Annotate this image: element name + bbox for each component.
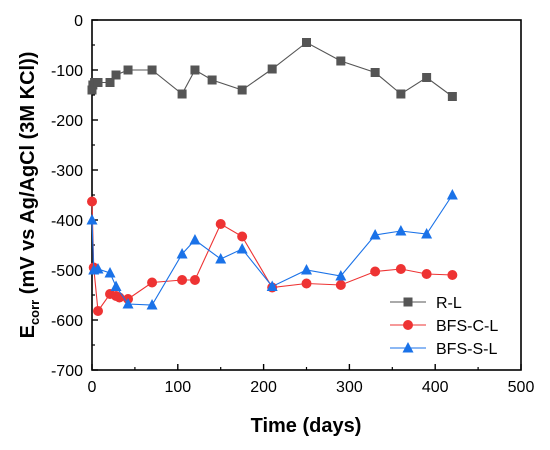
y-axis-title-sub: corr (27, 300, 42, 325)
data-point (147, 65, 157, 75)
y-axis-title-group: Ecorr (mV vs Ag/AgCl (3M KCl)) (17, 52, 42, 339)
data-point (92, 263, 104, 274)
data-point (104, 267, 116, 278)
legend-item: BFS-C-L (390, 318, 498, 335)
data-point (87, 85, 97, 95)
data-point (395, 225, 407, 236)
legend-marker (402, 342, 414, 353)
data-point (237, 85, 247, 95)
x-tick-label: 300 (336, 379, 363, 396)
data-point (122, 298, 134, 309)
y-tick-label: -300 (51, 163, 83, 180)
legend-marker (403, 297, 413, 307)
y-axis-ticks: 0 -100 -200 -300 -400 -500 -600 -700 (51, 13, 98, 380)
data-point (123, 65, 133, 75)
x-tick-label: 0 (88, 379, 97, 396)
legend-label: BFS-S-L (436, 341, 497, 358)
data-point (93, 78, 103, 87)
data-point (447, 270, 458, 280)
data-point (446, 189, 458, 200)
data-point (395, 264, 406, 274)
legend: R-L BFS-C-L BFS-S-L (390, 295, 498, 358)
data-point (177, 275, 188, 285)
series-bfs-s-l (86, 189, 458, 310)
data-point (146, 299, 158, 310)
y-tick-label: -200 (51, 113, 83, 130)
data-point (421, 269, 432, 279)
data-point (190, 65, 200, 75)
data-point (447, 92, 457, 101)
data-point (236, 243, 248, 254)
y-axis-title-main: E (17, 325, 39, 338)
data-point (111, 70, 121, 80)
data-point (86, 214, 98, 225)
data-point (105, 78, 115, 87)
data-point (370, 266, 381, 277)
legend-label: BFS-C-L (436, 318, 498, 335)
data-point (370, 68, 380, 77)
y-tick-label: -100 (51, 63, 83, 80)
x-tick-label: 400 (422, 379, 449, 396)
x-axis-title: Time (days) (251, 415, 362, 437)
x-tick-label: 100 (164, 379, 191, 396)
data-point (301, 278, 312, 289)
x-tick-label: 500 (508, 379, 535, 396)
data-point (93, 306, 104, 316)
data-point (396, 89, 406, 99)
y-tick-label: -700 (51, 363, 83, 380)
data-point (215, 219, 226, 229)
data-point (267, 64, 277, 74)
legend-label: R-L (436, 295, 462, 312)
data-point (215, 253, 227, 264)
y-axis-title: Ecorr (mV vs Ag/AgCl (3M KCl)) (17, 52, 42, 339)
y-tick-label: 0 (74, 13, 83, 30)
data-point (110, 280, 122, 291)
data-point (237, 231, 248, 242)
legend-marker (403, 320, 413, 330)
data-point (422, 73, 432, 82)
series-layer (86, 38, 458, 316)
y-tick-label: -600 (51, 313, 83, 330)
y-axis-title-rest: (mV vs Ag/AgCl (3M KCl)) (17, 52, 39, 300)
legend-item: BFS-S-L (390, 341, 497, 358)
data-point (176, 248, 188, 259)
x-axis-ticks: 0 100 200 300 400 500 (88, 364, 535, 396)
series-bfs-c-l (87, 196, 458, 316)
series-line (91, 201, 453, 313)
data-point (336, 56, 346, 66)
data-point (266, 280, 278, 291)
data-point (369, 229, 381, 240)
data-point (207, 75, 217, 85)
x-tick-label: 200 (250, 379, 277, 396)
data-point (301, 264, 312, 275)
y-tick-label: -500 (51, 263, 83, 280)
data-point (335, 270, 347, 281)
data-point (421, 228, 433, 239)
data-point (177, 89, 187, 99)
legend-item: R-L (390, 295, 462, 312)
data-point (147, 277, 158, 288)
data-point (335, 280, 346, 290)
y-tick-label: -400 (51, 213, 83, 230)
data-point (87, 196, 97, 207)
series-r-l (87, 38, 457, 101)
data-point (189, 275, 200, 285)
data-point (302, 38, 311, 47)
data-point (189, 234, 201, 245)
